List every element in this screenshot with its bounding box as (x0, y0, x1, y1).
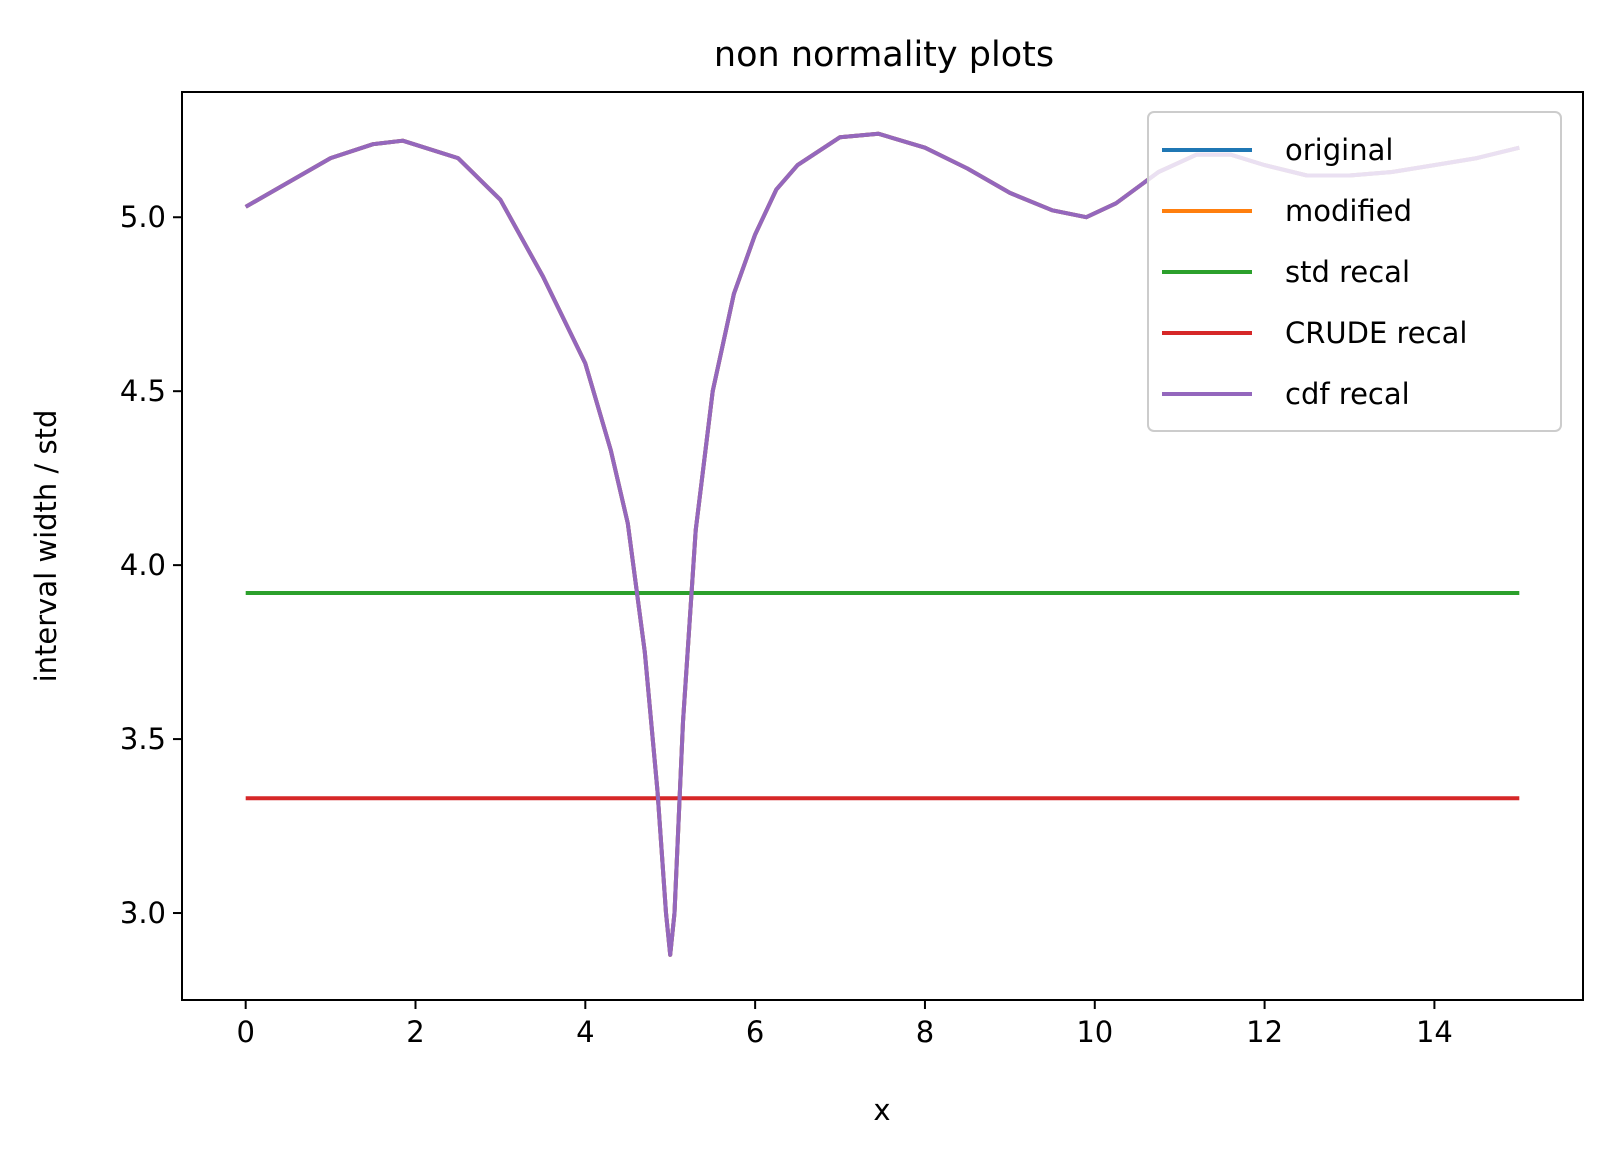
x-tick-label: 2 (406, 1015, 424, 1049)
legend-label: CRUDE recal (1285, 316, 1467, 350)
x-tick-label: 0 (236, 1015, 254, 1049)
legend-label: cdf recal (1285, 377, 1410, 411)
x-axis-label: x (873, 1093, 890, 1127)
y-tick-label: 4.0 (120, 548, 166, 582)
x-tick-label: 6 (746, 1015, 764, 1049)
legend-label: modified (1285, 194, 1412, 228)
legend-label: std recal (1285, 255, 1410, 289)
y-tick-label: 3.0 (120, 896, 166, 930)
x-tick-label: 14 (1416, 1015, 1453, 1049)
y-tick-label: 3.5 (120, 722, 166, 756)
chart-title: non normality plots (714, 35, 1054, 75)
x-tick-label: 10 (1076, 1015, 1113, 1049)
y-axis-label: interval width / std (29, 410, 63, 683)
y-tick-label: 5.0 (120, 200, 166, 234)
legend: original modified std recal CRUDE recal cdf … (1147, 111, 1562, 432)
x-tick-label: 4 (576, 1015, 594, 1049)
legend-label: original (1285, 133, 1393, 167)
x-tick-label: 12 (1246, 1015, 1283, 1049)
y-tick-label: 4.5 (120, 374, 166, 408)
x-tick-label: 8 (916, 1015, 934, 1049)
legend-box (1147, 111, 1562, 432)
plot-frame (181, 91, 1584, 1001)
